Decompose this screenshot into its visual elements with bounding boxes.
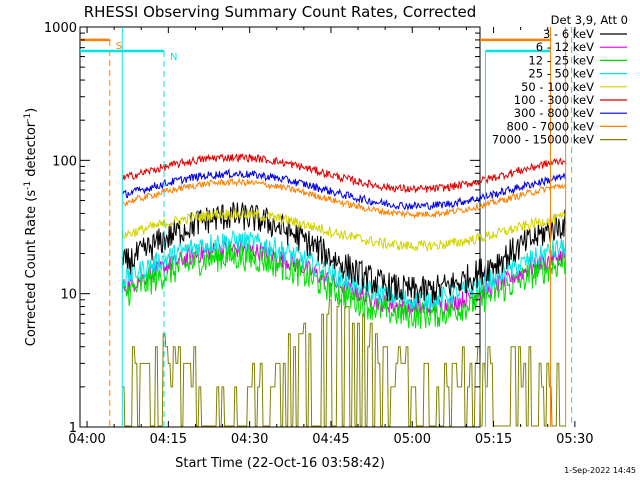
legend-label: 7000 - 15000 keV — [492, 133, 594, 147]
legend-label: 12 - 25 keV — [528, 53, 594, 67]
chart-title: RHESSI Observing Summary Count Rates, Co… — [84, 3, 477, 21]
x-tick-label: 04:00 — [68, 432, 105, 447]
marker-label: S — [116, 41, 122, 52]
legend-label: 3 - 6 keV — [543, 27, 594, 41]
legend-label: 800 - 7000 keV — [506, 119, 594, 133]
y-tick-label: 10 — [60, 288, 77, 303]
y-axis-label-start: Corrected Count Rate (s — [24, 190, 39, 347]
x-tick-label: 05:30 — [556, 432, 593, 447]
plot-area: SN 04:00 04:15 04:30 04:45 05:00 05:15 05:30 1… — [44, 21, 594, 447]
x-axis-label: Start Time (22-Oct-16 03:58:42) — [175, 456, 385, 471]
legend-label: 300 - 800 keV — [514, 106, 594, 120]
x-tick-label: 04:45 — [312, 432, 349, 447]
series-line — [122, 299, 566, 427]
plot-frame — [79, 26, 481, 428]
legend-label: 50 - 100 keV — [521, 80, 594, 94]
series-layer — [121, 153, 567, 427]
x-tick-label: 04:15 — [150, 432, 187, 447]
series-line — [121, 207, 567, 252]
legend-label: 25 - 50 keV — [528, 67, 594, 81]
y-tick-label: 100 — [52, 154, 77, 169]
y-axis-label: Corrected Count Rate (s-1 detector-1) — [23, 108, 39, 346]
series-line — [122, 168, 567, 212]
y-axis: 1 10 100 1000 — [44, 21, 480, 436]
series-line — [122, 177, 567, 219]
y-axis-label-end: ) — [24, 108, 39, 113]
y-tick-label: 1 — [69, 421, 77, 436]
legend-label: 100 - 300 keV — [514, 93, 594, 107]
footer-date: 1-Sep-2022 14:45 — [564, 466, 636, 475]
y-tick-label: 1000 — [44, 21, 77, 36]
x-tick-label: 05:00 — [394, 432, 431, 447]
series-line — [121, 230, 567, 311]
marker-layer: SN — [80, 27, 573, 427]
y-axis-label-exp1: -1 — [23, 181, 33, 190]
series-line — [122, 153, 567, 194]
y-axis-label-exp2: -1 — [23, 113, 33, 122]
series-line — [121, 242, 567, 330]
x-axis: 04:00 04:15 04:30 04:45 05:00 05:15 05:30 — [68, 27, 594, 447]
marker-label: N — [170, 52, 177, 63]
x-tick-label: 05:15 — [475, 432, 512, 447]
legend-label: 6 - 12 keV — [536, 40, 594, 54]
legend-header: Det 3,9, Att 0 — [551, 13, 628, 27]
y-axis-label-mid: detector — [24, 121, 39, 181]
x-tick-label: 04:30 — [231, 432, 268, 447]
